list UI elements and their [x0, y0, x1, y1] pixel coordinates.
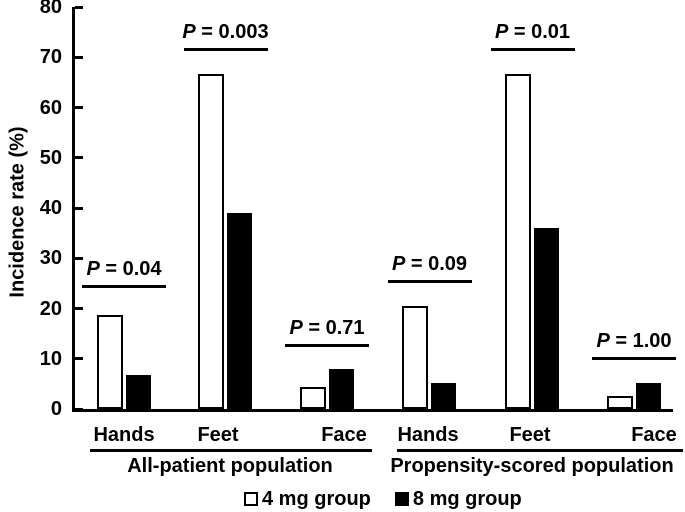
y-tick-label-10: 10 [39, 347, 62, 370]
y-tick-label-30: 30 [39, 247, 62, 270]
legend-item-4mg: 4 mg group [244, 488, 371, 510]
p-value-underline-p1-hands [387, 280, 472, 284]
bar-p1-hands-8mg [431, 383, 456, 409]
bar-p1-face-4mg [606, 396, 633, 409]
category-label-p1-feet: Feet [509, 424, 551, 446]
population-underline-propensity [397, 449, 683, 452]
y-tick-50 [75, 156, 83, 160]
y-tick-60 [75, 106, 83, 109]
bar-p0-hands-8mg [125, 375, 151, 409]
bar-p0-hands-4mg [96, 314, 123, 409]
y-tick-0 [75, 407, 83, 411]
y-tick-30 [75, 256, 83, 260]
plot-area: P = 0.04 P = 0.003 P = 0.71 P = 0.09 P = 0.0… [72, 5, 676, 412]
y-tick-70 [75, 55, 83, 59]
bar-p0-feet-4mg [198, 73, 224, 409]
y-tick-label-20: 20 [39, 297, 62, 320]
y-tick-label-40: 40 [39, 197, 62, 219]
y-tick-label-70: 70 [39, 46, 62, 69]
p-value-underline-p0-hands [82, 285, 166, 289]
y-tick-40 [75, 206, 83, 210]
y-tick-20 [75, 307, 83, 310]
bar-p0-feet-8mg [227, 213, 252, 409]
legend-swatch-4mg-icon [244, 492, 258, 506]
legend-label-8mg: 8 mg group [412, 488, 522, 510]
category-label-p0-face: Face [321, 424, 367, 446]
p-value-label-p0-face: P = 0.71 [289, 317, 365, 340]
p-value-label-p0-feet: P = 0.003 [182, 20, 269, 43]
p-value-underline-p1-face [592, 356, 676, 360]
category-label-p0-feet: Feet [197, 424, 239, 446]
bar-p1-feet-8mg [534, 228, 559, 409]
category-label-p0-hands: Hands [93, 424, 155, 446]
population-label-propensity: Propensity-scored population [390, 455, 674, 477]
p-value-underline-p1-feet [490, 48, 575, 52]
bar-p1-face-8mg [635, 383, 661, 409]
p-value-label-p0-hands: P = 0.04 [86, 258, 162, 281]
bar-p1-hands-4mg [402, 306, 428, 409]
category-label-p1-hands: Hands [397, 424, 459, 446]
p-value-label-p1-face: P = 1.00 [596, 329, 672, 352]
p-value-underline-p0-face [285, 344, 369, 348]
p-value-underline-p0-feet [183, 47, 268, 51]
y-tick-label-60: 60 [39, 96, 62, 119]
legend-swatch-8mg-icon [394, 492, 409, 506]
y-tick-label-50: 50 [39, 146, 62, 169]
y-tick-80 [75, 5, 83, 9]
p-value-label-p1-hands: P = 0.09 [391, 253, 468, 276]
bar-p1-feet-4mg [505, 73, 531, 409]
legend: 4 mg group 8 mg group [244, 488, 522, 510]
p-value-label-p1-feet: P = 0.01 [494, 21, 571, 44]
y-tick-label-0: 0 [50, 398, 62, 420]
population-label-all-patient: All-patient population [127, 455, 333, 477]
population-underline-all-patient [90, 449, 372, 452]
category-label-p1-face: Face [631, 424, 677, 446]
y-tick-10 [75, 357, 83, 361]
legend-item-8mg: 8 mg group [394, 488, 522, 510]
bar-p0-face-4mg [299, 387, 326, 409]
legend-label-4mg: 4 mg group [262, 488, 371, 510]
bar-p0-face-8mg [328, 369, 354, 409]
y-tick-label-80: 80 [39, 0, 62, 18]
